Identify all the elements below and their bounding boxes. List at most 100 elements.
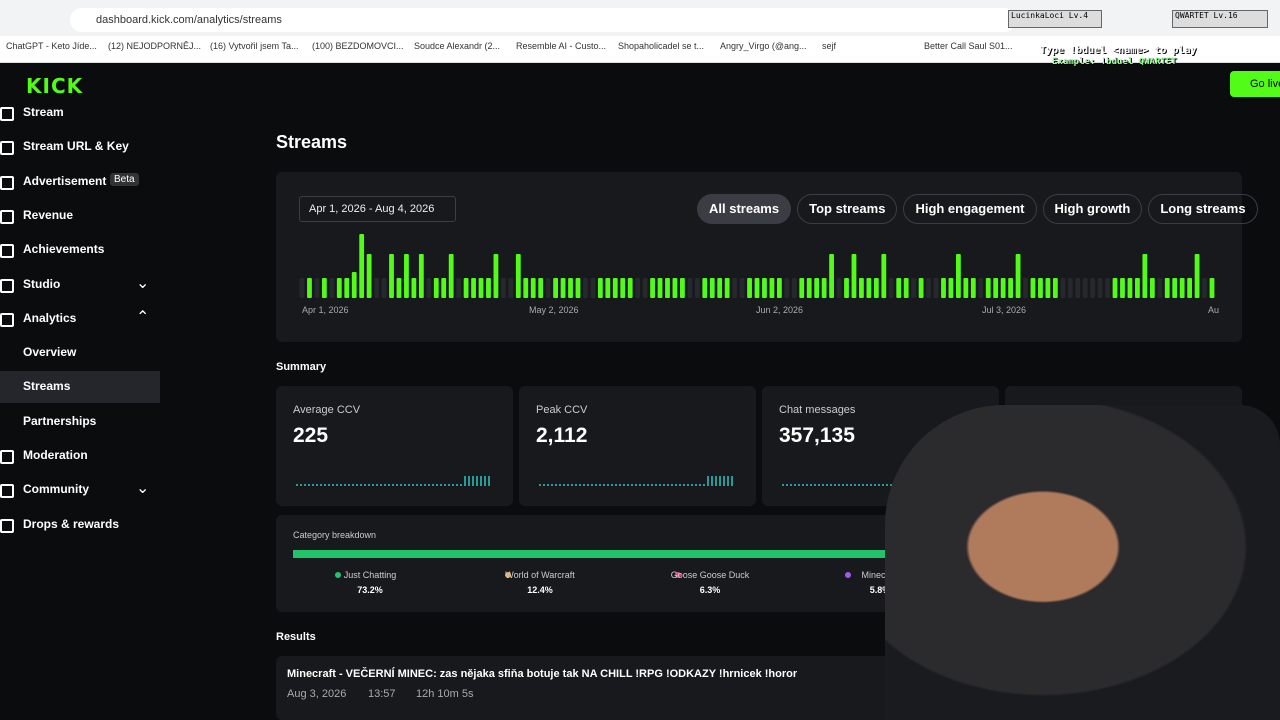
stream-bar (642, 278, 648, 298)
stream-bar (597, 278, 603, 298)
stream-bar (881, 254, 887, 298)
filter-chip[interactable]: Long streams (1148, 194, 1258, 224)
nav-item[interactable]: Moderation (23, 448, 88, 462)
stream-bar (955, 254, 961, 298)
stream-bar (366, 254, 372, 298)
stream-bar (851, 254, 857, 298)
nav-item[interactable]: Achievements (23, 242, 105, 257)
stream-bar (1090, 278, 1096, 298)
stream-bar (985, 278, 991, 298)
x-label: Jun 2, 2026 (756, 305, 803, 315)
stream-bar (814, 278, 820, 298)
stream-bar (344, 278, 350, 298)
date-range[interactable]: Apr 1, 2026 - Aug 4, 2026 (299, 196, 456, 222)
stream-bar (575, 278, 581, 298)
stream-bar (776, 278, 782, 298)
stream-bar (418, 254, 424, 298)
stream-bar (762, 278, 767, 298)
stream-bar (1164, 278, 1170, 298)
stream-bar (859, 278, 864, 298)
stream-bar (523, 278, 529, 298)
stat-value: 357,135 (779, 424, 855, 447)
bookmark[interactable]: (12) NEJODPORNĚJ... (108, 41, 202, 51)
nav-icon (0, 278, 14, 293)
page-title: Streams (276, 132, 348, 152)
stream-bar (888, 278, 894, 298)
filter-chip[interactable]: High engagement (903, 194, 1037, 224)
nav-icon (0, 141, 14, 156)
nav-item[interactable]: Streams (23, 379, 71, 394)
stat-value: 2,112 (536, 424, 588, 447)
bookmark[interactable]: Resemble AI - Custo... (516, 41, 607, 51)
bookmark[interactable]: (100) BEZDOMOVCI... (312, 41, 404, 51)
stream-bar (463, 278, 469, 298)
legend-name: Goose Goose Duck (671, 570, 750, 580)
stream-bar (553, 278, 559, 298)
stat-card (276, 386, 513, 506)
logo: KICK (26, 74, 84, 98)
nav-item[interactable]: Advertisement (23, 173, 107, 188)
bookmark[interactable]: Angry_Virgo (@ang... (720, 41, 807, 51)
stream-bar (754, 278, 760, 298)
stream-bar (1060, 278, 1066, 298)
stream-bar (426, 278, 432, 298)
bookmark[interactable]: Soudce Alexandr (2... (414, 41, 501, 51)
filter-chip[interactable]: High growth (1042, 194, 1143, 224)
go-live-button[interactable]: Go live (1230, 71, 1280, 97)
bookmark[interactable]: Shopaholicadel se t... (618, 41, 705, 51)
stream-bar (1067, 278, 1073, 298)
stream-bar (1045, 278, 1051, 298)
stream-bar (784, 278, 790, 298)
filter-chip[interactable]: Top streams (797, 194, 898, 224)
stream-bar (911, 278, 917, 298)
legend-dot (505, 572, 511, 578)
legend-value: 12.4% (527, 585, 553, 595)
stream-bar (605, 278, 611, 298)
stream-bar (1082, 278, 1088, 298)
nav-item[interactable]: Studio (23, 276, 61, 291)
stream-bar (336, 278, 342, 298)
stream-bar (896, 278, 902, 298)
stream-bar (359, 234, 365, 298)
chevron: ⌄ (136, 480, 150, 498)
bookmark[interactable]: Better Call Saul S01... (924, 41, 1013, 51)
filter-chip[interactable]: All streams (697, 194, 792, 224)
nav-icon (0, 107, 14, 121)
nav-item[interactable]: Stream URL & Key (23, 139, 129, 154)
nav-item[interactable]: Analytics (23, 310, 77, 325)
legend-dot (335, 572, 341, 578)
bookmark[interactable]: ChatGPT - Keto Jíde... (6, 41, 97, 51)
stream-bar (702, 278, 708, 298)
stream-bar (381, 278, 387, 298)
bookmark[interactable]: sejf (822, 41, 837, 51)
stream-bar (747, 278, 752, 298)
nav-item[interactable]: Partnerships (23, 413, 97, 428)
stream-bar (672, 278, 678, 298)
url-field[interactable]: dashboard.kick.com/analytics/streams (70, 8, 1016, 32)
stream-bar (1202, 278, 1207, 298)
stream-bar (433, 278, 439, 298)
chevron: ⌃ (136, 308, 150, 326)
stat-card (519, 386, 756, 506)
stream-bar (508, 278, 514, 298)
nav-item[interactable]: Stream (23, 105, 64, 119)
stream-bar (1075, 278, 1081, 298)
stream-bar (791, 278, 797, 298)
summary-title: Summary (276, 361, 327, 373)
nav-item[interactable]: Revenue (23, 207, 74, 222)
stream-bar (321, 278, 327, 298)
stream-bar (1112, 278, 1118, 298)
nav-item[interactable]: Community (23, 482, 89, 497)
stream-bar (717, 278, 723, 298)
stream-bar (829, 254, 834, 298)
stream-bar (1097, 278, 1103, 298)
nav-item[interactable]: Drops & rewards (23, 516, 120, 531)
stream-bar (299, 278, 305, 298)
nav-item[interactable]: Overview (23, 345, 77, 360)
stream-bar (389, 254, 394, 298)
stream-bar (665, 278, 670, 298)
stream-bar (515, 254, 521, 298)
stream-bar (635, 278, 641, 298)
stream-bar (903, 278, 909, 298)
bookmark[interactable]: (16) Vytvořil jsem Ta... (210, 41, 299, 51)
